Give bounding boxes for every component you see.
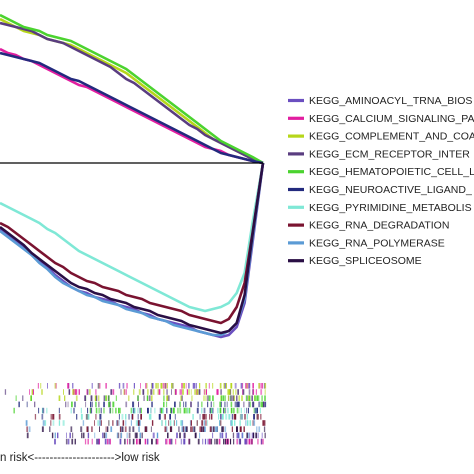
legend-label-9: KEGG_RNA_POLYMERASE bbox=[309, 237, 445, 249]
legend-label-3: KEGG_COMPLEMENT_AND_COA bbox=[309, 131, 474, 143]
legend-label-8: KEGG_RNA_DEGRADATION bbox=[309, 220, 449, 232]
enrichment-curves bbox=[0, 13, 265, 339]
legend-label-4: KEGG_ECM_RECEPTOR_INTER bbox=[309, 148, 470, 160]
series-line-5 bbox=[0, 13, 264, 165]
series-line-10 bbox=[0, 162, 265, 335]
series-line-4 bbox=[0, 21, 264, 165]
legend-label-6: KEGG_NEUROACTIVE_LIGAND_ bbox=[309, 184, 472, 196]
barcode-row-9 bbox=[26, 432, 266, 439]
series-line-2 bbox=[0, 47, 264, 165]
series-line-7 bbox=[0, 162, 265, 313]
barcode-row-8 bbox=[26, 426, 266, 432]
series-line-6 bbox=[0, 51, 264, 165]
risk-axis-label: n risk<--------------------->low risk bbox=[0, 452, 160, 464]
barcode-row-7 bbox=[25, 420, 266, 426]
legend-label-7: KEGG_PYRIMIDINE_METABOLIS bbox=[309, 202, 472, 214]
series-line-8 bbox=[0, 162, 265, 325]
barcode-row-2 bbox=[4, 389, 266, 395]
barcode-row-4 bbox=[18, 401, 267, 408]
legend-label-10: KEGG_SPLICEOSOME bbox=[309, 255, 422, 267]
legend-label-5: KEGG_HEMATOPOIETIC_CELL_L bbox=[309, 166, 474, 178]
barcode-row-3 bbox=[15, 395, 266, 401]
barcode-row-5 bbox=[13, 407, 261, 414]
legend-label-2: KEGG_CALCIUM_SIGNALING_PA bbox=[309, 113, 474, 125]
hit-barcode bbox=[4, 383, 267, 445]
barcode-row-1 bbox=[37, 383, 267, 389]
series-line-9 bbox=[0, 162, 265, 337]
barcode-row-6 bbox=[34, 414, 262, 420]
barcode-row-10 bbox=[54, 438, 264, 445]
legend: KEGG_AMINOACYL_TRNA_BIOS KEGG_CALCIUM_SIG… bbox=[288, 95, 474, 267]
legend-label-1: KEGG_AMINOACYL_TRNA_BIOS bbox=[309, 95, 472, 107]
